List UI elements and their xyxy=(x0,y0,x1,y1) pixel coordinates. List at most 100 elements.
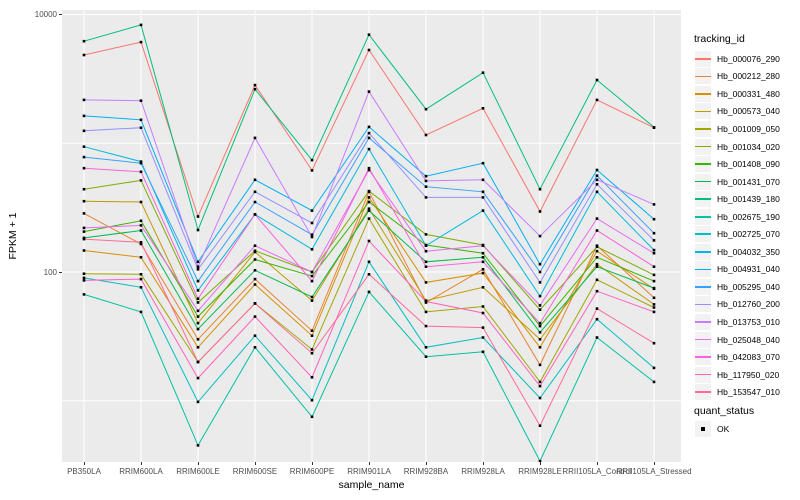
line-sample-icon xyxy=(695,163,711,165)
data-point xyxy=(253,83,257,87)
line-sample-icon xyxy=(695,198,711,201)
data-point xyxy=(82,293,86,296)
data-point xyxy=(253,136,257,140)
data-point xyxy=(652,265,656,268)
legend-item-quant-ok: OK xyxy=(692,420,729,438)
data-point xyxy=(538,363,542,367)
data-point xyxy=(196,321,200,325)
data-point xyxy=(652,239,656,242)
data-point xyxy=(139,277,143,281)
data-point xyxy=(424,244,428,247)
line-sample-icon xyxy=(695,128,711,130)
legend-key xyxy=(695,50,711,67)
data-point xyxy=(196,346,200,349)
data-point xyxy=(196,338,200,341)
data-point xyxy=(310,295,314,299)
data-point xyxy=(139,200,143,204)
data-point xyxy=(253,258,257,261)
data-point xyxy=(424,346,428,349)
data-point xyxy=(595,307,599,310)
data-point xyxy=(595,174,599,177)
data-point xyxy=(139,160,143,163)
data-point xyxy=(367,290,371,294)
legend-label-ok: OK xyxy=(717,423,730,434)
data-point xyxy=(139,179,143,182)
data-point xyxy=(253,283,257,286)
data-point xyxy=(367,90,371,93)
data-point xyxy=(652,231,656,235)
data-point xyxy=(253,200,257,204)
line-chart xyxy=(62,10,681,462)
legend-item-Hb_001439_180: Hb_001439_180 xyxy=(692,190,780,208)
legend-item-Hb_000573_040: Hb_000573_040 xyxy=(692,103,780,121)
data-point xyxy=(253,302,257,305)
legend-label: Hb_042083_070 xyxy=(717,352,780,363)
data-point xyxy=(424,107,428,111)
data-point xyxy=(424,355,428,358)
data-point xyxy=(367,200,371,204)
data-point xyxy=(424,133,428,137)
legend-label: Hb_001034_020 xyxy=(717,141,780,152)
data-point xyxy=(310,221,314,225)
legend-key xyxy=(695,103,711,120)
legend-label: Hb_000076_290 xyxy=(717,53,780,64)
data-point xyxy=(424,265,428,268)
data-point xyxy=(538,324,542,328)
legend-title-quant-status: quant_status xyxy=(694,405,755,417)
legend-key xyxy=(695,120,711,137)
data-point xyxy=(595,317,599,321)
legend-label: Hb_002675_190 xyxy=(717,211,780,222)
data-point xyxy=(196,228,200,232)
data-point xyxy=(82,226,86,230)
data-point xyxy=(595,265,599,268)
data-point xyxy=(652,126,656,129)
line-sample-icon xyxy=(695,268,711,271)
data-point xyxy=(310,415,314,419)
legend-item-Hb_001009_050: Hb_001009_050 xyxy=(692,120,780,138)
data-point xyxy=(139,40,143,44)
legend-label: Hb_005295_040 xyxy=(717,281,780,292)
legend-label: Hb_000331_480 xyxy=(717,88,780,99)
data-point xyxy=(196,301,200,304)
legend-label: Hb_117950_020 xyxy=(717,369,780,380)
x-tick-label-RRIM600LE: RRIM600LE xyxy=(176,467,220,476)
data-point xyxy=(538,331,542,334)
data-point xyxy=(196,376,200,380)
data-point xyxy=(310,329,314,332)
data-point xyxy=(424,233,428,236)
legend-label: Hb_153547_010 xyxy=(717,387,780,398)
data-point xyxy=(310,270,314,274)
data-point xyxy=(424,196,428,199)
data-point xyxy=(481,71,485,74)
legend-item-Hb_001431_070: Hb_001431_070 xyxy=(692,173,780,191)
data-point xyxy=(595,278,599,282)
data-point xyxy=(82,53,86,57)
line-sample-icon xyxy=(695,321,711,323)
data-point xyxy=(481,209,485,212)
legend-item-Hb_000331_480: Hb_000331_480 xyxy=(692,85,780,103)
x-tick-mark xyxy=(539,462,541,465)
data-point xyxy=(139,161,143,165)
legend-item-Hb_001408_090: Hb_001408_090 xyxy=(692,155,780,173)
data-point xyxy=(139,224,143,227)
x-tick-label-PB350LA: PB350LA xyxy=(67,467,101,476)
data-point xyxy=(538,380,542,384)
data-point xyxy=(481,260,485,264)
data-point xyxy=(139,286,143,289)
data-point xyxy=(652,366,656,370)
ok-point-icon xyxy=(701,426,705,431)
x-tick-label-RRIM901LA: RRIM901LA xyxy=(347,467,391,476)
legend-label: Hb_025048_040 xyxy=(717,334,780,345)
data-point xyxy=(481,268,485,271)
data-point xyxy=(481,271,485,275)
x-tick-mark xyxy=(368,462,370,465)
data-point xyxy=(481,196,485,199)
data-point xyxy=(424,300,428,303)
data-point xyxy=(595,249,599,253)
line-sample-icon xyxy=(695,57,711,60)
data-point xyxy=(310,209,314,212)
legend-item-Hb_002725_070: Hb_002725_070 xyxy=(692,225,780,243)
data-point xyxy=(310,279,314,283)
data-point xyxy=(538,187,542,191)
data-point xyxy=(139,256,143,259)
